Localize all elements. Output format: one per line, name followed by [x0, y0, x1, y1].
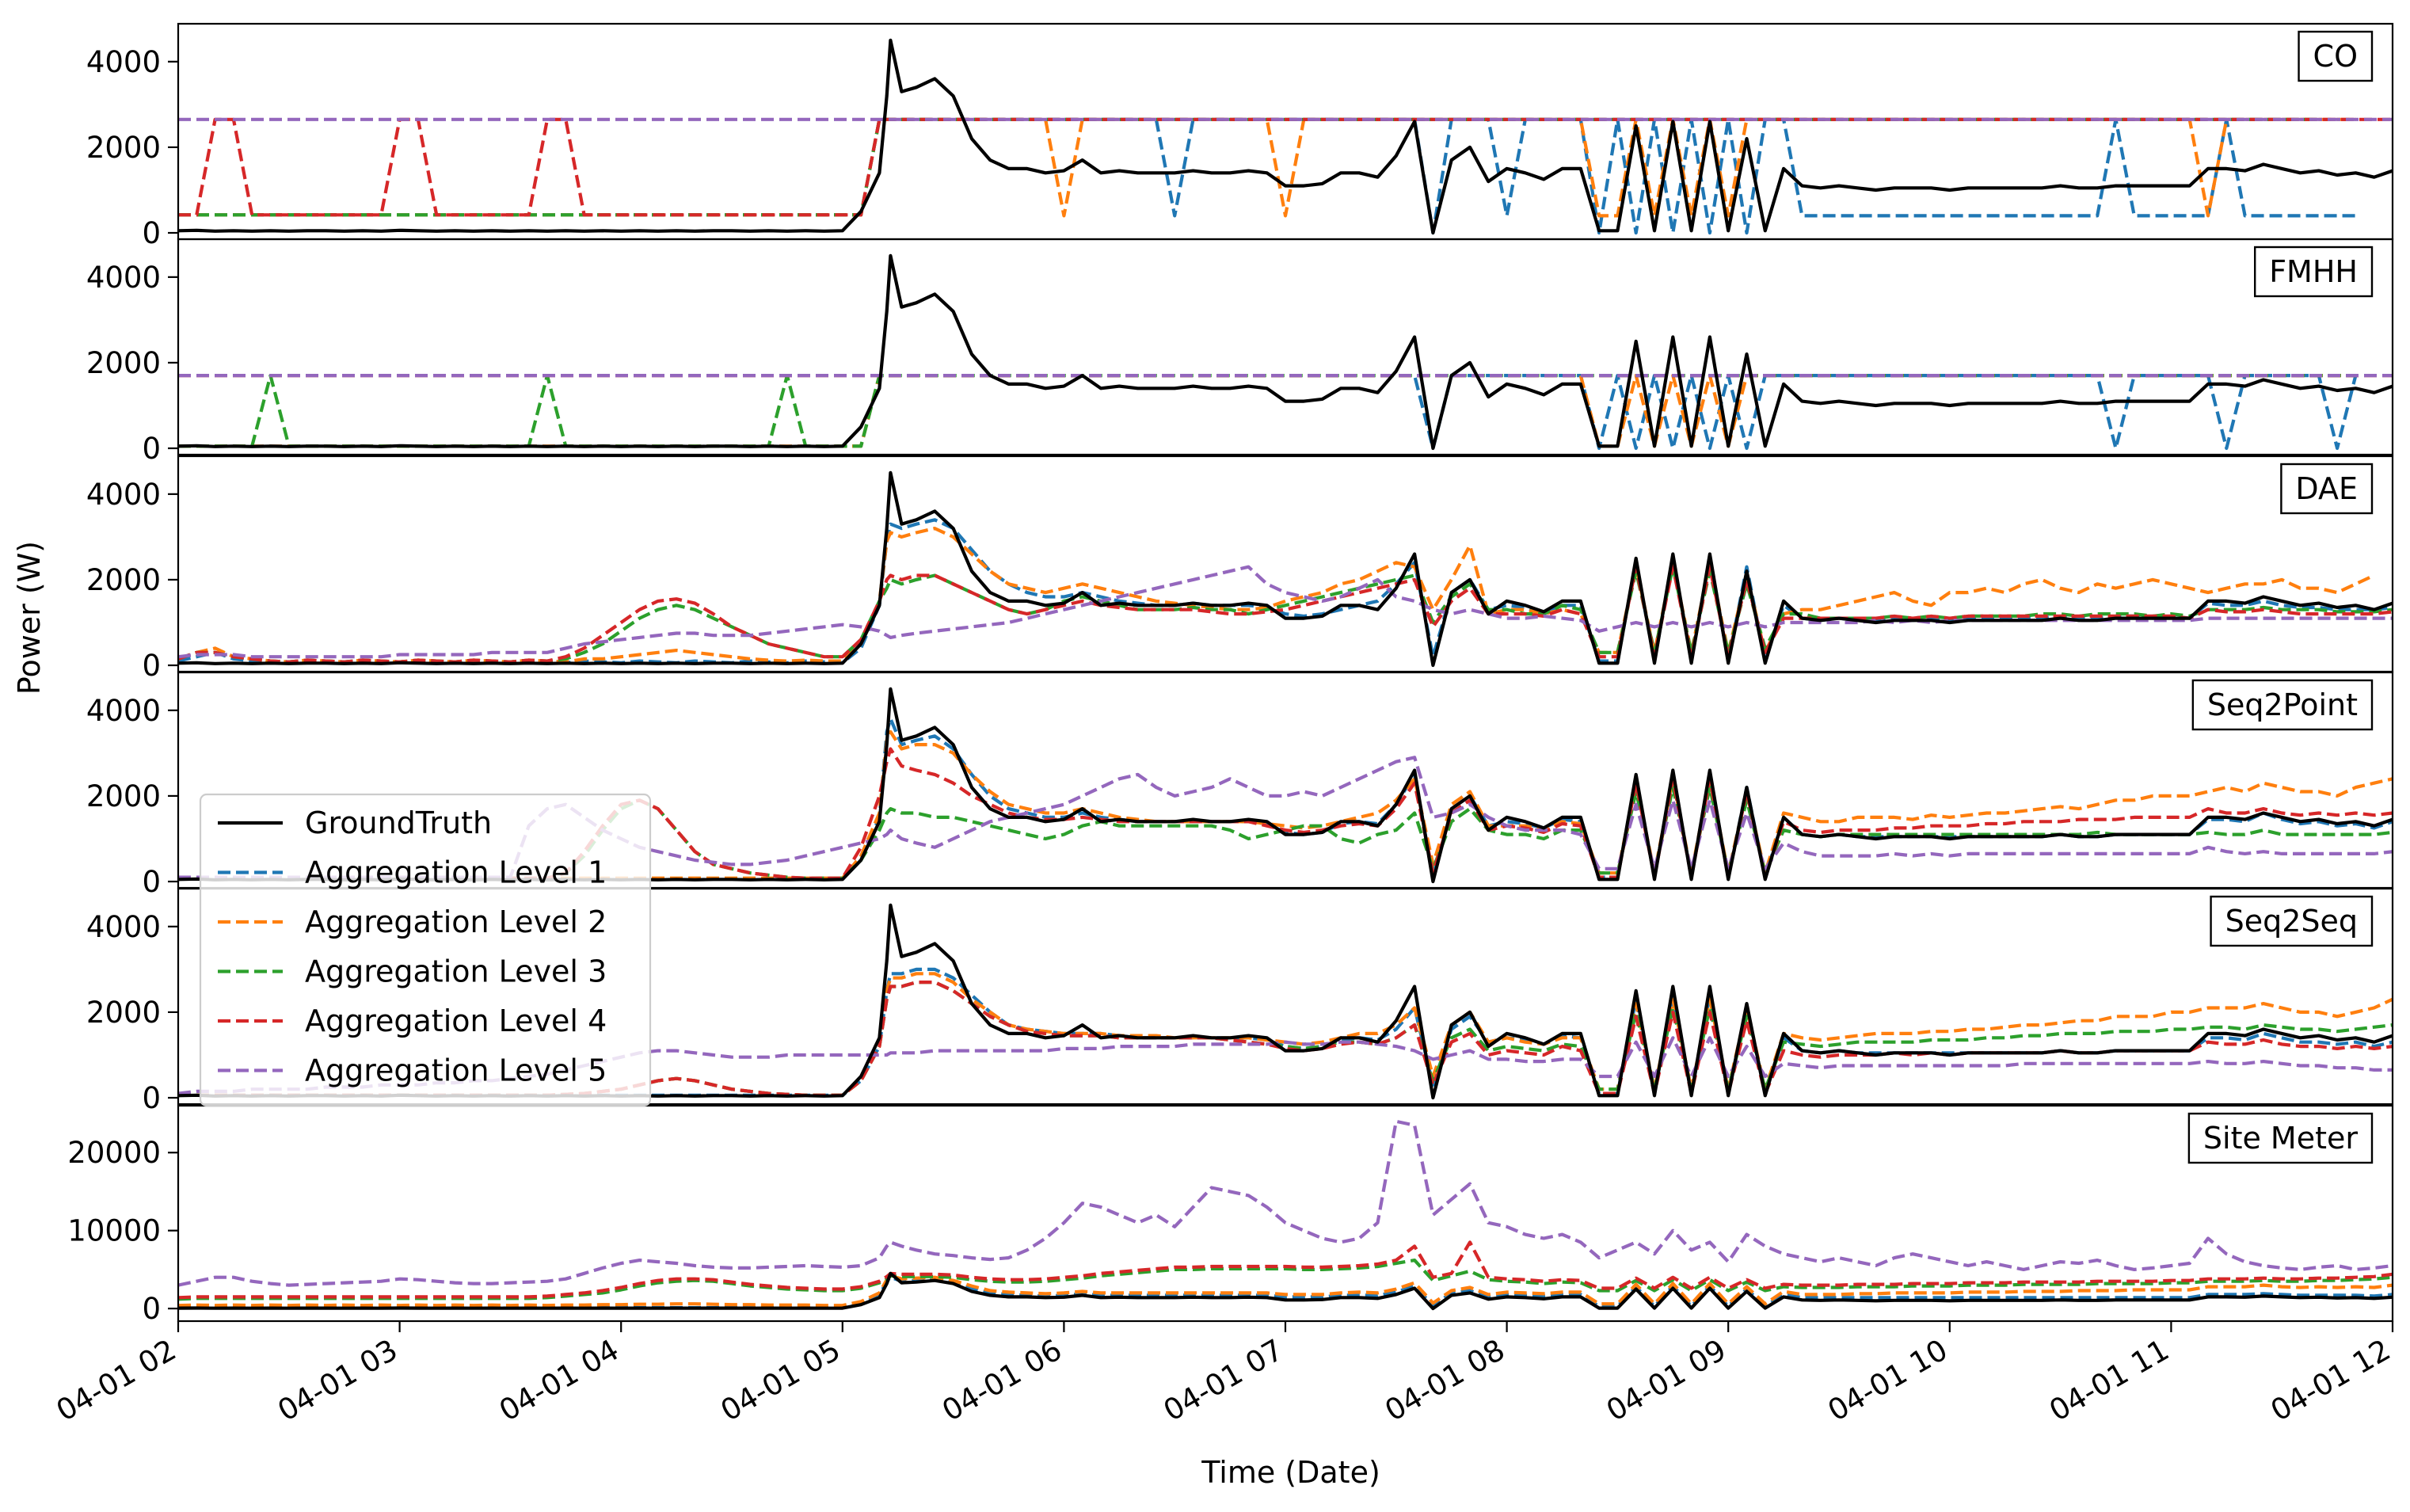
- panel-title-frame: [2187, 1112, 2374, 1164]
- panel-title: Seq2Seq: [2225, 904, 2358, 939]
- y-tick-label: 0: [142, 865, 161, 899]
- panel-title: Site Meter: [2203, 1121, 2358, 1156]
- panel-lines: [178, 1119, 2393, 1311]
- series-line-groundtruth: [178, 470, 2393, 668]
- panel-title-frame: [2298, 30, 2374, 82]
- panel-lines: [178, 38, 2393, 235]
- panel-title-box: Seq2Point: [2191, 679, 2374, 731]
- panel-title: DAE: [2295, 471, 2358, 506]
- y-tick-label: 0: [142, 432, 161, 466]
- y-tick-label: 4000: [86, 45, 161, 79]
- legend-item-aggregation-level-5: Aggregation Level 5: [218, 1053, 607, 1088]
- panel-title-frame: [2280, 463, 2374, 515]
- legend-item-aggregation-level-3: Aggregation Level 3: [218, 954, 607, 989]
- panel-title: Seq2Point: [2207, 687, 2358, 722]
- y-tick-label: 2000: [86, 563, 161, 597]
- y-tick-label: 0: [142, 649, 161, 683]
- panel-title-box: CO: [2298, 30, 2374, 82]
- panel-lines: [178, 470, 2393, 668]
- y-tick-label: 4000: [86, 910, 161, 944]
- series-line-aggregation-level-4: [178, 565, 2393, 664]
- y-tick-label: 0: [142, 1081, 161, 1115]
- legend-label: Aggregation Level 3: [305, 954, 607, 989]
- legend-item-aggregation-level-1: Aggregation Level 1: [218, 855, 607, 890]
- legend-label: Aggregation Level 2: [305, 905, 607, 939]
- y-tick-label: 0: [142, 216, 161, 250]
- panel-title-box: Seq2Seq: [2210, 895, 2374, 947]
- panel-dae: 0 2000 4000 DAE: [86, 455, 2394, 683]
- series-line-groundtruth: [178, 1271, 2393, 1311]
- y-tick-label: 0: [142, 1292, 161, 1326]
- legend-label: GroundTruth: [305, 806, 492, 840]
- x-axis-title: Time (Date): [1201, 1455, 1380, 1490]
- series-line-aggregation-level-5: [178, 1119, 2393, 1287]
- y-tick-label: 2000: [86, 346, 161, 380]
- panel-title-frame: [2191, 679, 2374, 731]
- y-tick-label: 2000: [86, 996, 161, 1030]
- panel-title: FMHH: [2269, 254, 2358, 289]
- panel-title-box: Site Meter: [2187, 1112, 2374, 1164]
- y-tick-label: 20000: [67, 1136, 161, 1170]
- series-line-groundtruth: [178, 253, 2393, 451]
- panel-frame: [177, 887, 2394, 1106]
- panel-title-box: DAE: [2280, 463, 2374, 515]
- y-tick-label: 4000: [86, 261, 161, 295]
- panel-title-frame: [2254, 246, 2374, 298]
- legend-label: Aggregation Level 5: [305, 1053, 607, 1088]
- panel-site-meter: 0 10000 20000 Site Meter: [67, 1104, 2394, 1332]
- panel-lines: [178, 253, 2393, 451]
- panel-co: 0 2000 4000 CO: [86, 22, 2394, 250]
- series-line-aggregation-level-4: [178, 1240, 2393, 1300]
- panel-title-frame: [2210, 895, 2374, 947]
- y-tick-label: 4000: [86, 478, 161, 512]
- y-tick-label: 2000: [86, 779, 161, 813]
- panel-title-box: FMHH: [2254, 246, 2374, 298]
- legend-label: Aggregation Level 1: [305, 855, 607, 890]
- y-tick-label: 10000: [67, 1214, 161, 1248]
- legend-item-aggregation-level-2: Aggregation Level 2: [218, 905, 607, 939]
- y-tick-label: 4000: [86, 694, 161, 728]
- panel-fmhh: 0 2000 4000 FMHH: [86, 238, 2394, 466]
- legend-item-aggregation-level-4: Aggregation Level 4: [218, 1004, 607, 1038]
- series-line-groundtruth: [178, 38, 2393, 235]
- panel-frame: [177, 238, 2394, 456]
- y-axis-title: Power (W): [12, 541, 47, 695]
- panel-title: CO: [2313, 39, 2358, 74]
- legend-label: Aggregation Level 4: [305, 1004, 607, 1038]
- legend-frame: [199, 793, 652, 1107]
- y-tick-label: 2000: [86, 131, 161, 165]
- legend-item-groundtruth: GroundTruth: [218, 806, 492, 840]
- series-line-aggregation-level-2: [178, 1274, 2393, 1308]
- legend: GroundTruth Aggregation Level 1 Aggregatio…: [199, 793, 652, 1107]
